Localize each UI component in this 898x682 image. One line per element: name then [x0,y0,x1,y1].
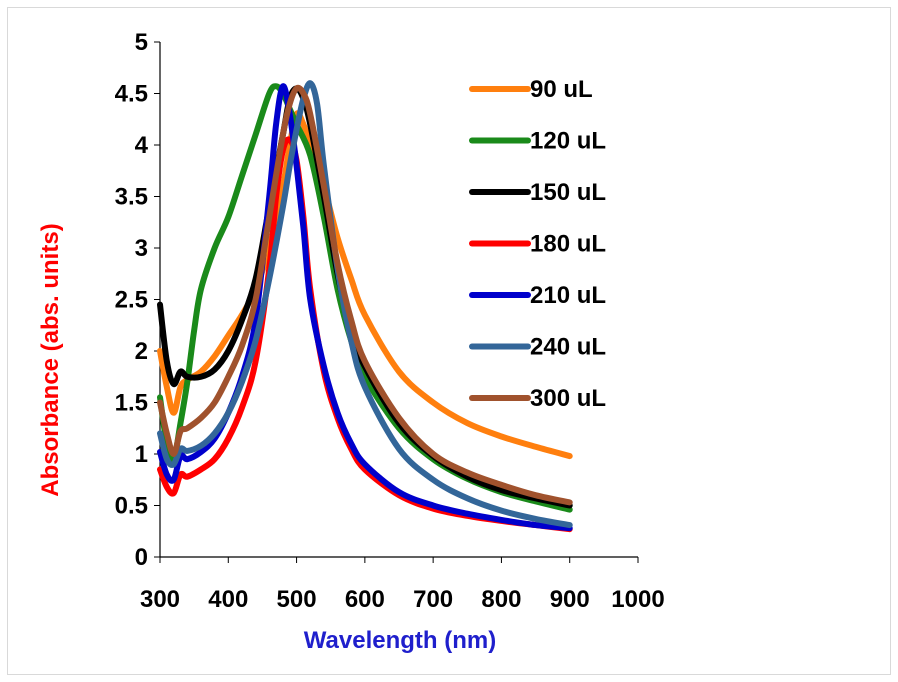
y-tick-label: 0.5 [115,493,148,520]
y-tick-label: 2.5 [115,287,148,314]
series-line [157,136,573,533]
y-tick-label: 1.5 [115,390,148,417]
x-tick-label: 400 [208,586,248,613]
x-axis-title: Wavelength (nm) [304,627,496,654]
y-tick-label: 3 [135,235,148,262]
x-tick-label: 900 [550,586,590,613]
series-layer [157,80,573,533]
x-tick-label: 800 [481,586,521,613]
chart-frame [7,7,891,675]
series-line [157,80,573,529]
legend-label: 210 uL [530,282,606,309]
legend-label: 300 uL [530,385,606,412]
y-tick-label: 4.5 [115,81,148,108]
series-line [157,83,573,532]
y-tick-label: 5 [135,29,148,56]
y-tick-label: 0 [135,544,148,571]
x-tick-label: 1000 [611,586,664,613]
legend: 90 uL 120 uL 150 uL 180 uL 210 uL 240 uL 300 u… [469,76,606,412]
legend-label: 120 uL [530,128,606,155]
x-tick-label: 700 [413,586,453,613]
x-tick-label: 300 [140,586,180,613]
legend-label: 90 uL [530,76,593,103]
series-line [157,110,573,460]
y-tick-label: 1 [135,441,148,468]
x-tick-label: 500 [277,586,317,613]
x-tick-label: 600 [345,586,385,613]
y-tick-label: 3.5 [115,184,148,211]
legend-label: 150 uL [530,179,606,206]
y-axis-title: Absorbance (abs. units) [37,223,64,496]
legend-label: 180 uL [530,231,606,258]
y-tick-label: 2 [135,338,148,365]
y-tick-label: 4 [135,132,149,159]
series-line [157,84,573,506]
legend-label: 240 uL [530,334,606,361]
